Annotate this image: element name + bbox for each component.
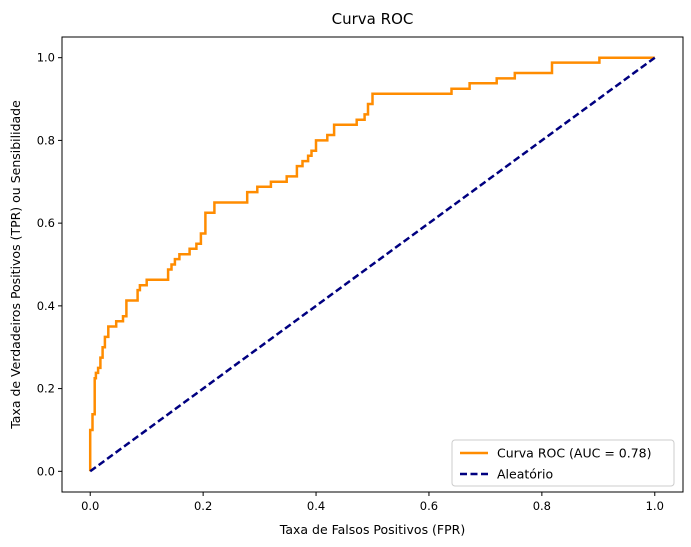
x-tick-label: 0.4 — [307, 499, 325, 513]
random-baseline-line — [89, 56, 656, 473]
y-tick-label: 0.8 — [37, 133, 55, 147]
x-tick-label: 0.6 — [420, 499, 438, 513]
chart-title: Curva ROC — [332, 10, 414, 28]
y-tick-label: 1.0 — [37, 51, 55, 65]
y-tick-label: 0.2 — [37, 382, 55, 396]
legend-label-random: Aleatório — [497, 467, 553, 482]
x-tick-label: 1.0 — [646, 499, 664, 513]
roc-curve-line — [88, 56, 655, 472]
y-tick-label: 0.4 — [37, 299, 55, 313]
x-axis-label: Taxa de Falsos Positivos (FPR) — [279, 522, 465, 537]
y-tick-label: 0.6 — [37, 216, 55, 230]
x-tick-label: 0.0 — [81, 499, 99, 513]
x-axis-ticks: 0.0 0.2 0.4 0.6 0.8 1.0 — [81, 492, 664, 513]
series-layer — [88, 56, 656, 473]
y-axis-ticks: 0.0 0.2 0.4 0.6 0.8 1.0 — [37, 51, 62, 478]
plot-area-frame — [61, 36, 684, 493]
x-tick-label: 0.8 — [533, 499, 551, 513]
y-axis-label: Taxa de Verdadeiros Positivos (TPR) ou S… — [8, 100, 23, 430]
legend-label-roc: Curva ROC (AUC = 0.78) — [497, 446, 651, 461]
y-tick-label: 0.0 — [37, 464, 55, 478]
x-tick-label: 0.2 — [194, 499, 212, 513]
legend-box — [451, 439, 675, 487]
legend: Curva ROC (AUC = 0.78) Aleatório — [451, 439, 675, 487]
